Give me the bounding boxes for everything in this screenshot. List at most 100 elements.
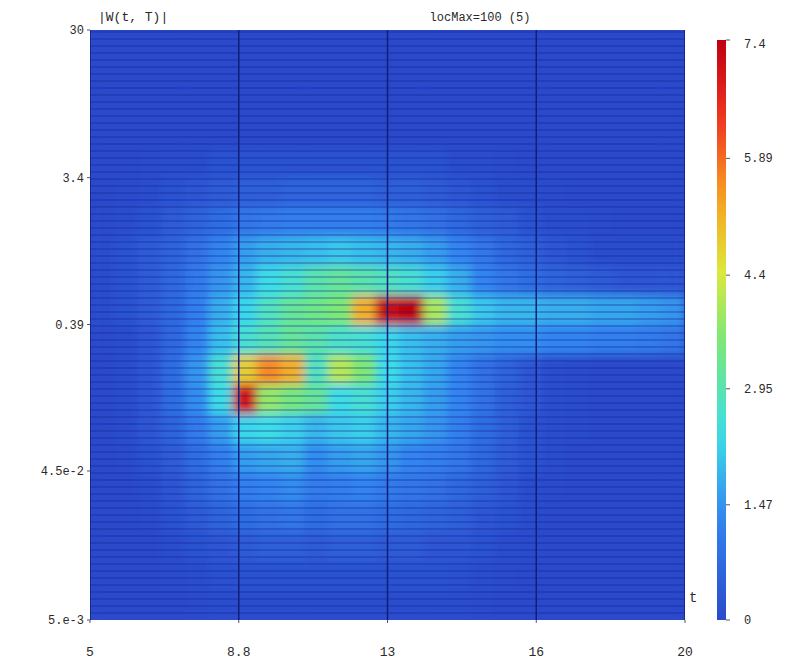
- heat-cell: [542, 147, 566, 177]
- heat-cell: [518, 30, 542, 59]
- heat-cell: [185, 88, 209, 118]
- x-axis-label: t: [689, 590, 697, 606]
- heat-cell: [399, 354, 423, 384]
- heat-cell: [90, 177, 114, 207]
- heat-cell: [495, 88, 519, 118]
- heat-cell: [495, 354, 519, 384]
- heat-cell: [257, 147, 281, 177]
- heat-cell: [328, 88, 352, 118]
- heat-cell: [161, 147, 185, 177]
- heat-cell: [661, 590, 685, 620]
- heat-cell: [114, 590, 138, 620]
- heat-cell: [304, 147, 328, 177]
- heat-cell: [614, 30, 638, 59]
- heat-cell: [209, 30, 233, 59]
- heat-cell: [352, 384, 376, 414]
- heat-cell: [138, 295, 162, 325]
- heat-cell: [233, 443, 257, 473]
- heat-cell: [304, 561, 328, 591]
- heat-cell: [328, 561, 352, 591]
- heat-cell: [328, 177, 352, 207]
- heat-cell: [566, 236, 590, 266]
- heat-cell: [661, 30, 685, 59]
- heat-cell: [257, 590, 281, 620]
- colorbar-tick-label: 1.47: [744, 499, 773, 513]
- y-tick: [87, 30, 90, 31]
- heat-cell: [614, 88, 638, 118]
- heat-cell: [399, 147, 423, 177]
- heat-cell: [518, 561, 542, 591]
- grid-line: [536, 30, 538, 620]
- heat-cell: [328, 384, 352, 414]
- heat-cell: [590, 502, 614, 532]
- heat-cell: [352, 561, 376, 591]
- heat-cell: [471, 561, 495, 591]
- heat-cell: [138, 443, 162, 473]
- heat-cell: [209, 295, 233, 325]
- heat-cell: [637, 236, 661, 266]
- x-tick: [238, 620, 239, 623]
- heat-cell: [280, 236, 304, 266]
- heat-cell: [495, 561, 519, 591]
- heat-cell: [518, 236, 542, 266]
- heat-cell: [447, 354, 471, 384]
- x-tick-label: 16: [528, 645, 544, 660]
- heat-cell: [161, 177, 185, 207]
- x-tick: [685, 620, 686, 623]
- heat-cell: [352, 236, 376, 266]
- heat-cell: [471, 295, 495, 325]
- heat-cell: [233, 354, 257, 384]
- heat-cell: [542, 236, 566, 266]
- heat-cell: [471, 590, 495, 620]
- y-tick-label: 3.4: [62, 172, 84, 186]
- heat-cell: [637, 590, 661, 620]
- grid-line: [387, 30, 389, 620]
- heat-cell: [114, 147, 138, 177]
- heat-cell: [447, 590, 471, 620]
- x-tick-label: 8.8: [227, 645, 250, 660]
- heat-cell: [566, 177, 590, 207]
- heat-cell: [304, 88, 328, 118]
- colorbar: [717, 40, 726, 620]
- heat-cell: [518, 354, 542, 384]
- heat-cell: [280, 147, 304, 177]
- heat-cell: [161, 443, 185, 473]
- x-tick-label: 5: [86, 645, 94, 660]
- grid-line: [684, 30, 685, 620]
- heat-cell: [447, 295, 471, 325]
- heat-cell: [566, 443, 590, 473]
- heat-cell: [590, 88, 614, 118]
- heat-cell: [114, 384, 138, 414]
- heat-cell: [90, 590, 114, 620]
- heat-cell: [495, 502, 519, 532]
- heat-cell: [280, 590, 304, 620]
- heat-cell: [637, 502, 661, 532]
- heat-cell: [423, 443, 447, 473]
- heat-cell: [423, 177, 447, 207]
- heat-cell: [661, 354, 685, 384]
- chart: 5.e-34.5e-20.393.43058.8131620|W(t, T)|l…: [0, 0, 792, 666]
- heat-cell: [614, 561, 638, 591]
- y-tick: [87, 177, 90, 178]
- heat-cell: [661, 177, 685, 207]
- heat-cell: [566, 561, 590, 591]
- heat-cell: [495, 443, 519, 473]
- heat-cell: [542, 88, 566, 118]
- heat-cell: [352, 88, 376, 118]
- heat-cell: [90, 354, 114, 384]
- heat-cell: [161, 236, 185, 266]
- heat-cell: [423, 590, 447, 620]
- heat-cell: [471, 354, 495, 384]
- heat-cell: [161, 30, 185, 59]
- heat-cell: [471, 177, 495, 207]
- heat-cell: [185, 147, 209, 177]
- heat-cell: [161, 384, 185, 414]
- y-tick: [87, 470, 90, 471]
- heat-cell: [280, 88, 304, 118]
- heat-cell: [661, 147, 685, 177]
- heat-cell: [566, 30, 590, 59]
- colorbar-tick-label: 2.95: [744, 383, 773, 397]
- y-tick: [87, 324, 90, 325]
- heat-cell: [614, 147, 638, 177]
- heat-cell: [447, 384, 471, 414]
